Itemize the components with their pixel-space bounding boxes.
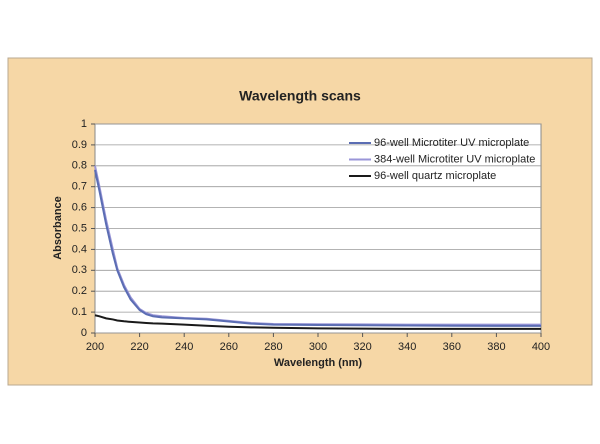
y-tick-label: 0.9: [72, 139, 87, 151]
y-tick-label: 0.1: [72, 306, 87, 318]
x-tick-label: 200: [86, 341, 104, 353]
series-line: [94, 314, 541, 330]
y-tick-label: 1: [81, 118, 87, 130]
y-tick-label: 0: [81, 327, 87, 339]
y-tick-label: 0.8: [72, 160, 87, 172]
legend-label: 384-well Microtiter UV microplate: [374, 153, 535, 165]
y-tick-label: 0.5: [72, 222, 87, 234]
x-tick-label: 260: [220, 341, 238, 353]
x-tick-label: 240: [175, 341, 193, 353]
y-axis-label: Absorbance: [52, 196, 64, 260]
x-tick-label: 360: [443, 341, 461, 353]
x-tick-label: 380: [487, 341, 505, 353]
y-tick-label: 0.6: [72, 202, 87, 214]
y-tick-label: 0.2: [72, 285, 87, 297]
x-tick-label: 280: [264, 341, 282, 353]
chart-title: Wavelength scans: [239, 88, 361, 104]
x-tick-label: 340: [398, 341, 416, 353]
legend-label: 96-well Microtiter UV microplate: [374, 137, 529, 149]
y-tick-label: 0.4: [72, 243, 87, 255]
y-tick-label: 0.7: [72, 181, 87, 193]
series-line: [94, 169, 541, 327]
y-tick-label: 0.3: [72, 264, 87, 276]
x-tick-label: 220: [130, 341, 148, 353]
x-tick-label: 400: [532, 341, 550, 353]
legend-label: 96-well quartz microplate: [374, 170, 496, 182]
x-tick-label: 320: [353, 341, 371, 353]
x-axis-label: Wavelength (nm): [274, 357, 363, 369]
x-tick-label: 300: [309, 341, 327, 353]
